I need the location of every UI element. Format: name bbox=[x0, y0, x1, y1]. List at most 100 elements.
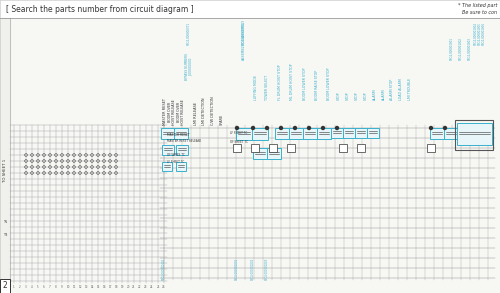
Text: 15: 15 bbox=[96, 285, 100, 289]
Bar bbox=[162, 162, 172, 171]
Text: BOOM OVER
HOIST RELEASE: BOOM OVER HOIST RELEASE bbox=[177, 99, 185, 125]
Circle shape bbox=[294, 127, 296, 130]
Bar bbox=[251, 144, 259, 152]
Text: TOWER SELECT: TOWER SELECT bbox=[265, 75, 269, 100]
Text: Be sure to con: Be sure to con bbox=[462, 11, 497, 16]
Circle shape bbox=[430, 127, 432, 130]
Text: C/W DETECTION: C/W DETECTION bbox=[211, 96, 215, 125]
Text: 13: 13 bbox=[84, 285, 88, 289]
Bar bbox=[430, 128, 444, 139]
Text: S3C4-000001003: S3C4-000001003 bbox=[468, 37, 472, 60]
Circle shape bbox=[280, 127, 282, 130]
Bar bbox=[236, 128, 252, 140]
Text: S3C4-000001001: S3C4-000001001 bbox=[450, 37, 454, 60]
Bar bbox=[176, 145, 188, 155]
Text: 8: 8 bbox=[55, 285, 57, 289]
Text: S3C4-000000372: S3C4-000000372 bbox=[242, 22, 246, 45]
Text: STOP: STOP bbox=[337, 91, 341, 100]
Bar bbox=[367, 128, 379, 138]
Text: ML DRUM HOIST STOP: ML DRUM HOIST STOP bbox=[290, 63, 294, 100]
Text: 11: 11 bbox=[72, 285, 76, 289]
Bar bbox=[457, 123, 492, 145]
Text: ALARM STOP: ALARM STOP bbox=[390, 79, 394, 100]
Bar bbox=[444, 128, 458, 139]
Bar bbox=[253, 148, 267, 159]
Bar bbox=[289, 128, 303, 139]
Text: 9: 9 bbox=[61, 285, 63, 289]
Text: 14: 14 bbox=[90, 285, 94, 289]
Bar bbox=[343, 128, 355, 138]
Text: 17: 17 bbox=[108, 285, 112, 289]
Text: 2: 2 bbox=[19, 285, 21, 289]
Bar bbox=[176, 162, 186, 171]
Bar bbox=[287, 144, 295, 152]
Bar bbox=[162, 145, 174, 155]
Text: MASTER RESET: MASTER RESET bbox=[163, 98, 167, 125]
Text: T5: T5 bbox=[3, 220, 7, 224]
Text: 3: 3 bbox=[25, 285, 27, 289]
Text: S3C4-000000101: S3C4-000000101 bbox=[162, 258, 166, 280]
Text: BOOM OVER
HOIST RELEASE: BOOM OVER HOIST RELEASE bbox=[168, 99, 176, 125]
Bar bbox=[317, 128, 331, 139]
Text: FL DRUM HOIST STOP: FL DRUM HOIST STOP bbox=[278, 64, 282, 100]
Text: TO SHEET 1: TO SHEET 1 bbox=[3, 159, 7, 182]
Bar bbox=[252, 128, 268, 140]
Text: LMI TROUBLE: LMI TROUBLE bbox=[408, 78, 412, 100]
Text: 25: 25 bbox=[156, 285, 160, 289]
Text: 1: 1 bbox=[13, 285, 15, 289]
Text: 21: 21 bbox=[132, 285, 136, 289]
Bar bbox=[357, 144, 365, 152]
Text: OF SHEET 7C: OF SHEET 7C bbox=[230, 140, 248, 144]
Text: 20: 20 bbox=[126, 285, 130, 289]
Text: LUFFING MODE: LUFFING MODE bbox=[254, 75, 258, 100]
Text: MASTER RESET RELEASE: MASTER RESET RELEASE bbox=[167, 139, 201, 143]
Circle shape bbox=[308, 127, 310, 130]
Text: ALARM: ALARM bbox=[382, 88, 386, 100]
Text: 12: 12 bbox=[78, 285, 82, 289]
Bar bbox=[355, 128, 367, 138]
Text: 6: 6 bbox=[43, 285, 45, 289]
Bar bbox=[269, 144, 277, 152]
Text: BOOM LOWER STOP: BOOM LOWER STOP bbox=[327, 67, 331, 100]
Text: LF SHEET TC: LF SHEET TC bbox=[230, 131, 247, 135]
Text: S3C4-000001004
S3C4-000001005
S3C4-000001006: S3C4-000001004 S3C4-000001005 S3C4-00000… bbox=[474, 22, 486, 45]
Circle shape bbox=[322, 127, 324, 130]
Text: 24: 24 bbox=[150, 285, 154, 289]
Text: S3C4-000000201: S3C4-000000201 bbox=[235, 258, 239, 280]
Text: OF WIRES TC: OF WIRES TC bbox=[167, 153, 185, 157]
Text: * The listed part: * The listed part bbox=[458, 4, 497, 8]
Text: S3C4-000000203: S3C4-000000203 bbox=[265, 258, 269, 280]
Circle shape bbox=[236, 127, 238, 130]
Text: S3C4-000001002: S3C4-000001002 bbox=[459, 37, 463, 60]
Text: 26: 26 bbox=[162, 285, 166, 289]
Text: MASTER RESET: MASTER RESET bbox=[167, 133, 190, 137]
Bar bbox=[161, 128, 175, 139]
Bar bbox=[455, 120, 493, 150]
Text: 10: 10 bbox=[66, 285, 70, 289]
Text: 7: 7 bbox=[49, 285, 51, 289]
Text: S3C4-000000202: S3C4-000000202 bbox=[251, 258, 255, 280]
Text: BOOM RAISE STOP: BOOM RAISE STOP bbox=[315, 70, 319, 100]
Text: 16: 16 bbox=[102, 285, 106, 289]
Text: T3: T3 bbox=[3, 233, 7, 237]
Text: STOP: STOP bbox=[346, 91, 350, 100]
Text: STOP: STOP bbox=[364, 91, 368, 100]
Text: BYPASS NUMBERS
J000000001: BYPASS NUMBERS J000000001 bbox=[185, 53, 193, 80]
Text: LF SHEET TC: LF SHEET TC bbox=[167, 160, 184, 164]
Bar bbox=[174, 128, 188, 139]
Text: 18: 18 bbox=[114, 285, 118, 289]
Circle shape bbox=[252, 127, 254, 130]
Text: ASSEMBLY/DISASSEMBLY: ASSEMBLY/DISASSEMBLY bbox=[242, 19, 246, 60]
Text: LOAD ALARM: LOAD ALARM bbox=[399, 78, 403, 100]
Text: S3C4-000000371: S3C4-000000371 bbox=[187, 22, 191, 45]
Text: ALARM: ALARM bbox=[373, 88, 377, 100]
Bar bbox=[427, 144, 435, 152]
Circle shape bbox=[266, 127, 268, 130]
Bar bbox=[267, 148, 281, 159]
Bar bbox=[303, 128, 317, 139]
Text: STOP: STOP bbox=[355, 91, 359, 100]
Circle shape bbox=[336, 127, 338, 130]
Text: 2: 2 bbox=[2, 282, 7, 290]
Bar bbox=[331, 128, 343, 138]
Text: LMI RELEASE: LMI RELEASE bbox=[194, 102, 198, 125]
